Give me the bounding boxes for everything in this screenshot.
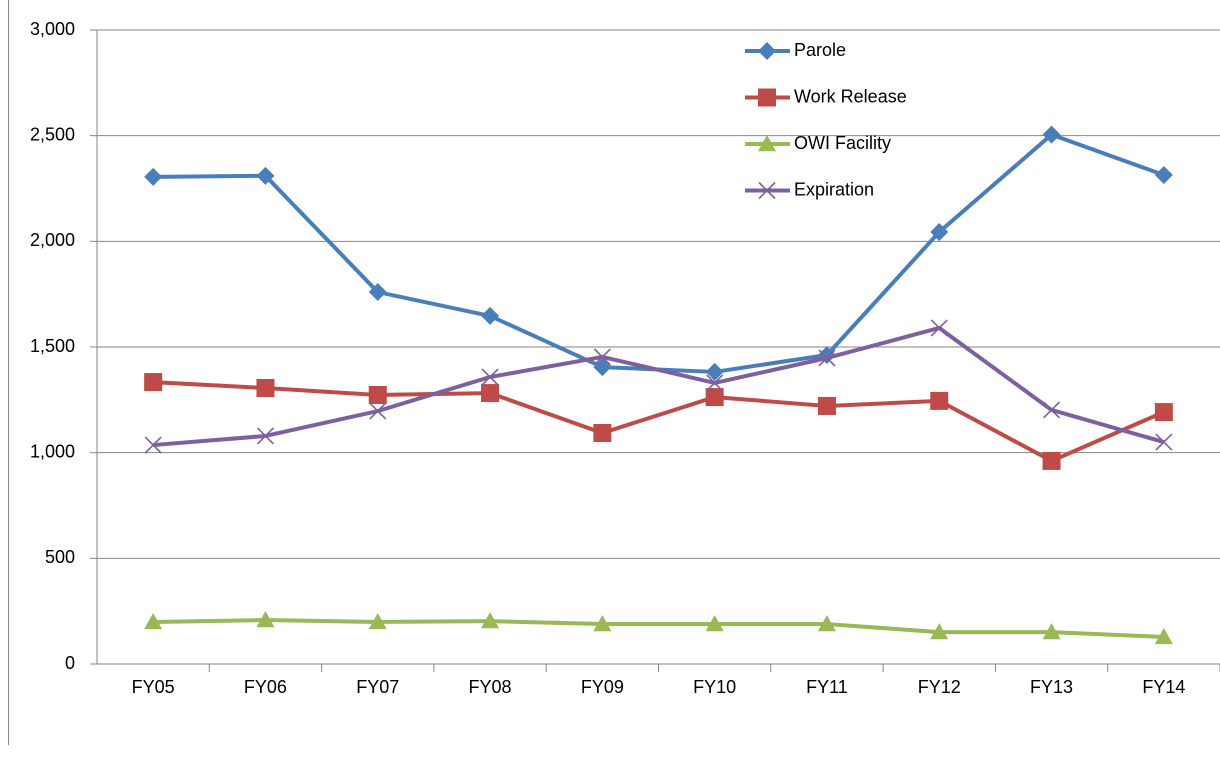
legend-label: Parole: [794, 40, 846, 60]
marker: [1042, 451, 1061, 470]
series-line: [152, 325, 1165, 448]
marker: [481, 368, 499, 386]
marker: [1042, 623, 1061, 640]
x-tick-label: FY06: [244, 677, 287, 697]
marker: [593, 358, 612, 377]
marker: [593, 615, 612, 632]
marker: [758, 181, 776, 200]
x-tick-label: FY05: [132, 677, 175, 697]
marker: [368, 612, 387, 630]
marker: [368, 385, 387, 404]
marker: [481, 384, 500, 403]
marker: [817, 396, 836, 415]
x-tick-label: FY07: [356, 677, 399, 697]
y-tick-label: 2,500: [30, 124, 75, 144]
marker: [593, 348, 611, 366]
legend-label: Work Release: [794, 86, 907, 106]
marker: [818, 349, 836, 367]
marker: [817, 615, 836, 632]
x-tick-label: FY09: [581, 677, 624, 697]
y-tick-label: 2,000: [30, 230, 75, 250]
marker: [930, 223, 949, 242]
marker: [144, 167, 163, 186]
marker: [368, 283, 387, 302]
marker: [256, 378, 275, 397]
y-tick-label: 500: [45, 547, 75, 567]
y-tick-label: 3,000: [30, 19, 75, 39]
marker: [144, 612, 163, 630]
x-tick-label: FY14: [1142, 677, 1185, 697]
marker: [1042, 125, 1061, 144]
marker: [930, 319, 948, 337]
marker: [1042, 401, 1061, 419]
marker: [705, 615, 724, 632]
marker: [930, 623, 949, 640]
marker: [481, 612, 500, 629]
series-line: [153, 618, 1164, 639]
series-line: [153, 380, 1165, 463]
marker: [1154, 165, 1173, 184]
marker: [758, 42, 776, 60]
marker: [481, 306, 500, 325]
y-tick-label: 1,500: [30, 336, 75, 356]
marker: [1154, 627, 1173, 645]
marker: [144, 436, 162, 454]
marker: [705, 388, 724, 407]
marker: [930, 391, 949, 410]
x-tick-label: FY08: [469, 677, 512, 697]
y-tick-label: 1,000: [30, 441, 75, 461]
x-tick-label: FY12: [918, 677, 961, 697]
x-tick-label: FY13: [1030, 677, 1073, 697]
x-tick-label: FY10: [693, 677, 736, 697]
marker: [593, 424, 612, 443]
marker: [256, 166, 275, 185]
marker: [369, 402, 387, 420]
y-tick-label: 0: [65, 653, 75, 673]
marker: [1155, 433, 1173, 451]
marker: [256, 611, 275, 628]
x-tick-label: FY11: [806, 677, 848, 697]
marker: [758, 135, 776, 152]
legend-label: Expiration: [794, 179, 874, 199]
series-line: [153, 132, 1165, 374]
marker: [706, 374, 724, 392]
marker: [144, 373, 163, 392]
legend-label: OWI Facility: [794, 133, 891, 153]
marker: [705, 362, 724, 381]
marker: [758, 88, 776, 107]
marker: [256, 427, 275, 445]
marker: [1154, 403, 1173, 422]
